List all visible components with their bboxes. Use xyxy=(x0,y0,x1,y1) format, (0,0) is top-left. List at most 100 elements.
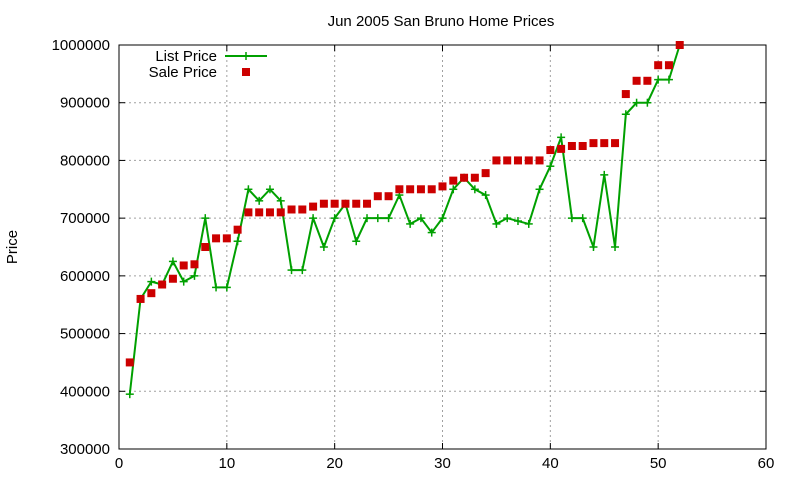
sale-price-point xyxy=(330,199,339,208)
list-price-point xyxy=(578,214,587,223)
list-price-point xyxy=(298,266,307,275)
legend-plus-marker xyxy=(242,52,250,60)
sale-price-point xyxy=(535,156,544,165)
sale-price-point xyxy=(384,192,393,201)
sale-price-point xyxy=(244,208,253,217)
list-price-point xyxy=(222,283,231,292)
list-price-point xyxy=(567,214,576,223)
list-price-point xyxy=(319,243,328,251)
sale-price-point xyxy=(265,208,274,217)
list-price-point xyxy=(427,228,436,237)
sale-price-point xyxy=(406,185,415,194)
list-price-point xyxy=(190,271,199,280)
list-price-point xyxy=(589,243,598,251)
sale-price-point xyxy=(168,274,177,283)
y-tick-label: 900000 xyxy=(60,95,110,112)
y-tick-label: 300000 xyxy=(60,441,110,458)
list-price-point xyxy=(481,191,490,200)
sale-price-point xyxy=(276,208,285,217)
list-price-point xyxy=(168,257,177,266)
list-price-point xyxy=(212,283,221,292)
list-price-point xyxy=(535,185,544,194)
list-price-point xyxy=(147,277,156,286)
grid xyxy=(119,45,766,449)
axis-ticks: 0 10 20 30 40 50 60 300000 400000 500000 600000 700… xyxy=(52,37,775,472)
sale-price-point xyxy=(395,185,404,194)
sale-price-point xyxy=(190,260,199,269)
sale-price-point xyxy=(470,173,479,182)
list-price-point xyxy=(406,219,415,228)
sale-price-point xyxy=(449,176,458,185)
sale-price-point xyxy=(233,225,242,234)
sale-price-point xyxy=(675,41,684,49)
list-price-point xyxy=(654,75,663,84)
series-list-price xyxy=(125,41,684,399)
list-price-point xyxy=(201,214,210,223)
sale-price-point xyxy=(621,90,630,99)
list-price-point xyxy=(621,110,630,119)
list-price-point xyxy=(125,390,134,399)
sale-price-point xyxy=(341,199,350,208)
sale-price-point xyxy=(179,261,188,270)
list-price-point xyxy=(384,214,393,223)
list-price-point xyxy=(643,98,652,107)
list-price-point xyxy=(255,196,264,205)
list-price-point xyxy=(611,243,620,251)
sale-price-point xyxy=(546,146,555,155)
sale-price-point xyxy=(600,139,609,148)
x-tick-label: 30 xyxy=(434,455,451,472)
sale-price-point xyxy=(460,173,469,182)
y-tick-label: 500000 xyxy=(60,326,110,343)
sale-price-point xyxy=(492,156,501,165)
x-tick-label: 60 xyxy=(758,455,775,472)
sale-price-point xyxy=(136,294,145,303)
y-axis-label: Price xyxy=(4,230,21,264)
sale-price-point xyxy=(416,185,425,194)
list-price-point xyxy=(524,219,533,228)
chart-title: Jun 2005 San Bruno Home Prices xyxy=(328,13,555,30)
sale-price-point xyxy=(567,142,576,150)
sale-price-point xyxy=(578,142,587,150)
sale-price-point xyxy=(654,61,663,70)
sale-price-point xyxy=(513,156,522,165)
sale-price-point xyxy=(147,289,156,298)
list-price-point xyxy=(276,196,285,205)
sale-price-point xyxy=(427,185,436,194)
sale-price-point xyxy=(632,76,641,85)
plot-frame xyxy=(118,44,767,450)
list-price-point xyxy=(438,214,447,223)
series-sale-price xyxy=(125,41,684,367)
sale-price-point xyxy=(158,280,167,289)
sale-price-point xyxy=(212,234,221,243)
sale-price-point xyxy=(287,205,296,214)
series-layer xyxy=(125,41,684,399)
x-tick-label: 20 xyxy=(326,455,343,472)
sale-price-point xyxy=(319,199,328,208)
sale-price-point xyxy=(589,139,598,148)
list-price-point xyxy=(265,185,274,194)
list-price-point xyxy=(664,75,673,84)
list-price-point xyxy=(513,217,522,226)
list-price-point xyxy=(449,185,458,194)
list-price-point xyxy=(632,98,641,107)
list-price-point xyxy=(492,219,501,228)
sale-price-point xyxy=(222,234,231,243)
list-price-point xyxy=(503,214,512,223)
legend-label: Sale Price xyxy=(149,64,217,81)
list-price-point xyxy=(330,214,339,223)
legend-label: List Price xyxy=(155,48,217,65)
y-tick-label: 600000 xyxy=(60,268,110,285)
list-price-point xyxy=(179,277,188,286)
sale-price-point xyxy=(201,243,210,251)
list-price-point xyxy=(352,237,361,246)
x-tick-label: 0 xyxy=(115,455,123,472)
list-price-point xyxy=(470,185,479,194)
sale-price-point xyxy=(438,182,447,191)
sale-price-point xyxy=(255,208,264,217)
sale-price-point xyxy=(373,192,382,201)
y-tick-label: 400000 xyxy=(60,383,110,400)
sale-price-point xyxy=(664,61,673,70)
sale-price-point xyxy=(611,139,620,148)
